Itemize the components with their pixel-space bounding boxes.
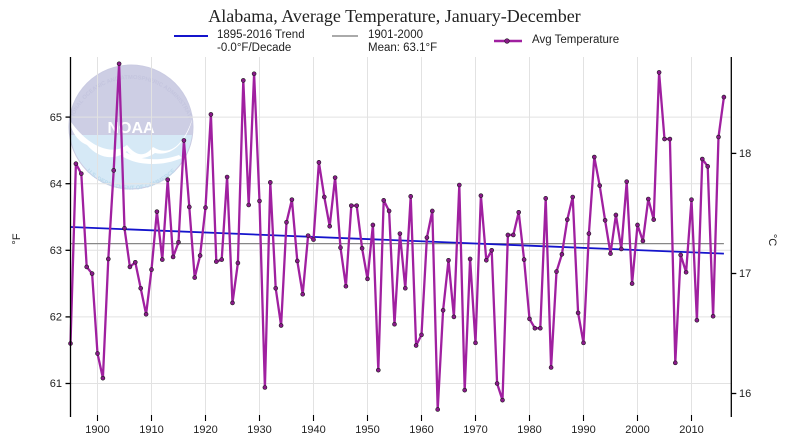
svg-text:64: 64 [50,179,62,191]
svg-text:°C: °C [766,234,778,246]
svg-text:2010: 2010 [679,424,703,436]
svg-text:1940: 1940 [301,424,325,436]
svg-text:1960: 1960 [409,424,433,436]
svg-text:17: 17 [739,268,751,280]
svg-text:1900: 1900 [85,424,109,436]
svg-text:1980: 1980 [517,424,541,436]
svg-text:62: 62 [50,312,62,324]
svg-text:18: 18 [739,148,751,160]
svg-text:1990: 1990 [571,424,595,436]
svg-text:16: 16 [739,388,751,400]
svg-text:°F: °F [11,233,23,244]
svg-text:2000: 2000 [625,424,649,436]
svg-text:61: 61 [50,378,62,390]
svg-text:1970: 1970 [463,424,487,436]
svg-text:1910: 1910 [139,424,163,436]
svg-text:1930: 1930 [247,424,271,436]
svg-text:63: 63 [50,245,62,257]
svg-text:1950: 1950 [355,424,379,436]
svg-text:1920: 1920 [193,424,217,436]
svg-text:65: 65 [50,112,62,124]
